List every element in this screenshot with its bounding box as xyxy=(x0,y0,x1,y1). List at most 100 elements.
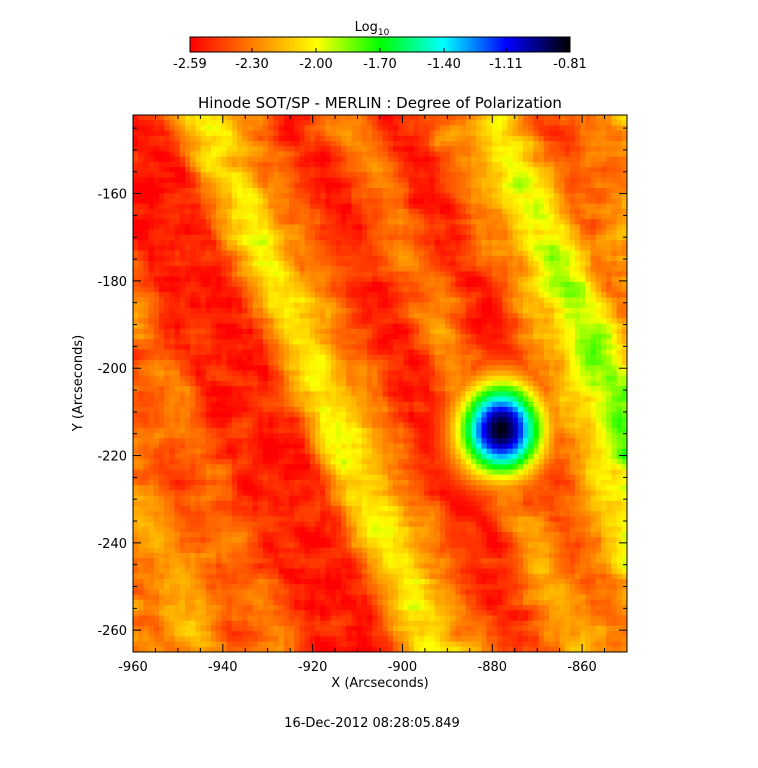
heatmap-cell xyxy=(481,328,488,335)
heatmap-cell xyxy=(257,297,264,304)
heatmap-cell xyxy=(169,370,176,377)
heatmap-cell xyxy=(413,339,420,345)
heatmap-cell xyxy=(538,234,545,241)
heatmap-cell xyxy=(273,161,280,168)
heatmap-cell xyxy=(575,208,581,215)
heatmap-cell xyxy=(242,344,248,351)
heatmap-cell xyxy=(143,240,150,246)
heatmap-cell xyxy=(226,339,233,345)
heatmap-cell xyxy=(601,375,607,382)
heatmap-cell xyxy=(471,323,477,330)
heatmap-cell xyxy=(429,271,436,278)
heatmap-cell xyxy=(237,349,243,356)
heatmap-cell xyxy=(190,156,196,163)
heatmap-cell xyxy=(226,245,233,252)
heatmap-cell xyxy=(429,380,436,387)
heatmap-cell xyxy=(606,360,612,366)
heatmap-cell xyxy=(554,255,560,262)
heatmap-cell xyxy=(179,333,186,340)
heatmap-cell xyxy=(294,255,300,262)
heatmap-cell xyxy=(247,349,254,356)
heatmap-cell xyxy=(450,323,456,330)
heatmap-cell xyxy=(299,323,306,330)
heatmap-cell xyxy=(424,380,430,387)
heatmap-cell xyxy=(294,130,300,137)
heatmap-cell xyxy=(185,135,191,142)
heatmap-cell xyxy=(268,266,274,272)
heatmap-cell xyxy=(361,292,368,299)
heatmap-cell xyxy=(242,360,248,366)
heatmap-cell xyxy=(372,187,378,194)
heatmap-cell xyxy=(263,302,269,309)
heatmap-cell xyxy=(143,187,150,194)
heatmap-cell xyxy=(216,333,222,340)
heatmap-cell xyxy=(601,208,607,215)
heatmap-cell xyxy=(528,380,534,387)
heatmap-cell xyxy=(133,276,139,283)
heatmap-cell xyxy=(252,297,259,304)
heatmap-cell xyxy=(153,354,160,361)
heatmap-cell xyxy=(351,182,358,189)
heatmap-cell xyxy=(294,370,300,377)
heatmap-cell xyxy=(549,187,555,194)
heatmap-cell xyxy=(257,167,264,173)
heatmap-cell xyxy=(278,193,285,200)
heatmap-cell xyxy=(237,333,243,340)
heatmap-cell xyxy=(257,234,264,241)
heatmap-cell xyxy=(148,214,155,220)
heatmap-cell xyxy=(283,167,290,173)
heatmap-cell xyxy=(413,365,420,372)
heatmap-cell xyxy=(434,276,441,283)
heatmap-cell xyxy=(226,120,233,127)
heatmap-cell xyxy=(153,333,160,340)
heatmap-cell xyxy=(237,323,243,330)
heatmap-cell xyxy=(595,292,602,299)
heatmap-cell xyxy=(465,339,472,345)
heatmap-cell xyxy=(486,318,493,325)
heatmap-cell xyxy=(231,344,238,351)
heatmap-cell xyxy=(247,386,254,392)
heatmap-cell xyxy=(434,151,441,158)
heatmap-cell xyxy=(569,302,576,309)
heatmap-cell xyxy=(143,234,150,241)
heatmap-cell xyxy=(257,354,264,361)
heatmap-cell xyxy=(195,224,202,231)
heatmap-cell xyxy=(257,135,264,142)
heatmap-cell xyxy=(580,161,586,168)
heatmap-cell xyxy=(351,276,358,283)
heatmap-cell xyxy=(216,229,222,236)
heatmap-cell xyxy=(450,172,456,179)
heatmap-cell xyxy=(289,360,295,366)
heatmap-cell xyxy=(143,292,150,299)
heatmap-cell xyxy=(247,287,254,293)
heatmap-cell xyxy=(315,333,321,340)
heatmap-cell xyxy=(601,307,607,314)
heatmap-cell xyxy=(569,255,576,262)
heatmap-cell xyxy=(585,167,592,173)
heatmap-cell xyxy=(335,250,342,257)
heatmap-cell xyxy=(148,307,155,314)
heatmap-cell xyxy=(387,323,394,330)
heatmap-cell xyxy=(528,287,534,293)
heatmap-cell xyxy=(580,172,586,179)
heatmap-cell xyxy=(601,130,607,137)
heatmap-cell xyxy=(242,234,248,241)
heatmap-cell xyxy=(185,370,191,377)
heatmap-cell xyxy=(398,130,404,137)
heatmap-cell xyxy=(450,313,456,319)
heatmap-cell xyxy=(231,271,238,278)
heatmap-cell xyxy=(517,380,524,387)
heatmap-cell xyxy=(143,281,150,288)
heatmap-cell xyxy=(143,146,150,153)
heatmap-cell xyxy=(434,224,441,231)
heatmap-cell xyxy=(299,240,306,246)
heatmap-cell xyxy=(611,328,618,335)
heatmap-cell xyxy=(549,167,555,173)
heatmap-cell xyxy=(580,281,586,288)
heatmap-cell xyxy=(471,266,477,272)
heatmap-cell xyxy=(289,172,295,179)
heatmap-cell xyxy=(257,339,264,345)
heatmap-cell xyxy=(595,146,602,153)
heatmap-cell xyxy=(309,193,316,200)
heatmap-cell xyxy=(523,177,529,184)
